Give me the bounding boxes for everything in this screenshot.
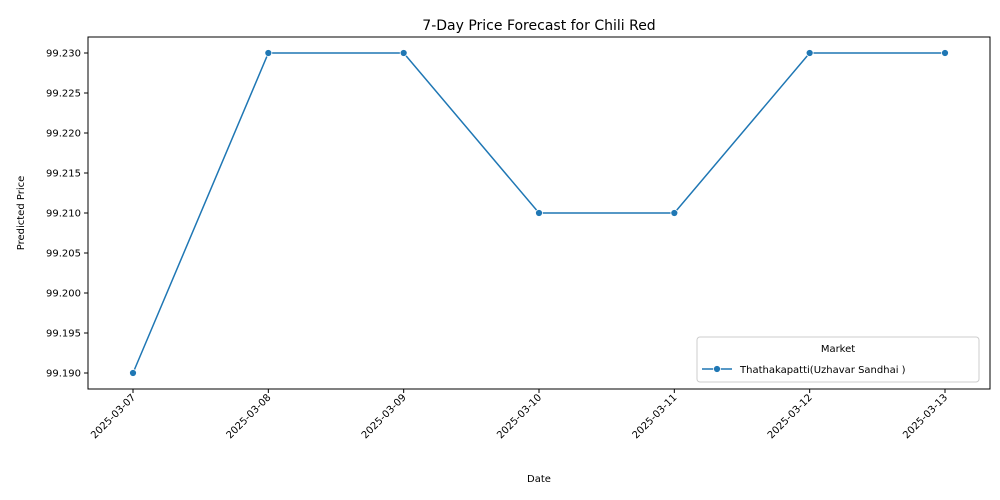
chart-title: 7-Day Price Forecast for Chili Red [422, 18, 655, 34]
y-tick-label: 99.210 [46, 209, 81, 220]
y-tick-label: 99.195 [46, 329, 81, 340]
y-tick-label: 99.190 [46, 369, 81, 380]
legend-entry-label: Thathakapatti(Uzhavar Sandhai ) [739, 365, 906, 376]
data-point [805, 49, 814, 57]
data-point [535, 209, 543, 217]
y-tick-label: 99.215 [46, 169, 81, 180]
data-point [129, 369, 137, 377]
y-axis-label: Predicted Price [16, 176, 27, 251]
x-axis-label: Date [527, 474, 551, 485]
data-point [670, 209, 679, 217]
legend-box [696, 336, 980, 383]
legend-title: Market [821, 344, 855, 355]
y-tick-label: 99.205 [46, 249, 81, 260]
legend-marker [713, 365, 721, 373]
series-layer [129, 49, 949, 377]
y-tick-label: 99.225 [46, 89, 81, 100]
y-tick-label: 99.200 [46, 289, 81, 300]
y-tick-label: 99.220 [46, 129, 81, 140]
y-tick-label: 99.230 [46, 49, 81, 60]
data-point [941, 49, 949, 57]
legend: Market Thathakapatti(Uzhavar Sandhai ) [696, 336, 980, 383]
y-axis: 99.190 99.195 99.200 99.205 99.210 99.215 99.2… [46, 49, 88, 380]
data-point [264, 49, 273, 57]
data-point [399, 49, 408, 57]
